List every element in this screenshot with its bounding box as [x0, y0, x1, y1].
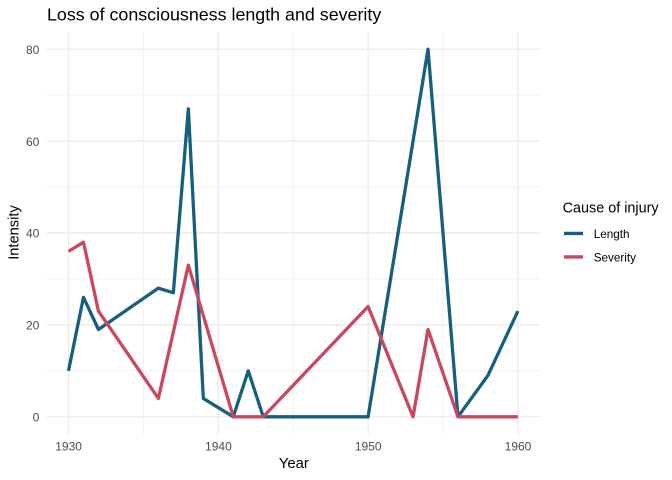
- svg-text:1950: 1950: [355, 439, 382, 453]
- svg-text:1930: 1930: [55, 439, 82, 453]
- svg-text:Severity: Severity: [594, 251, 636, 264]
- svg-text:1940: 1940: [205, 439, 232, 453]
- svg-text:Loss of consciousness length a: Loss of consciousness length and severit…: [47, 4, 381, 24]
- svg-text:Cause of injury: Cause of injury: [563, 201, 660, 217]
- svg-text:0: 0: [33, 411, 40, 425]
- svg-text:1960: 1960: [505, 439, 532, 453]
- svg-text:Intensity: Intensity: [6, 205, 22, 260]
- svg-text:80: 80: [26, 43, 40, 57]
- svg-text:40: 40: [26, 227, 40, 241]
- svg-text:Length: Length: [594, 228, 630, 241]
- svg-text:Year: Year: [279, 456, 309, 472]
- svg-text:20: 20: [26, 319, 40, 333]
- svg-text:60: 60: [26, 135, 40, 149]
